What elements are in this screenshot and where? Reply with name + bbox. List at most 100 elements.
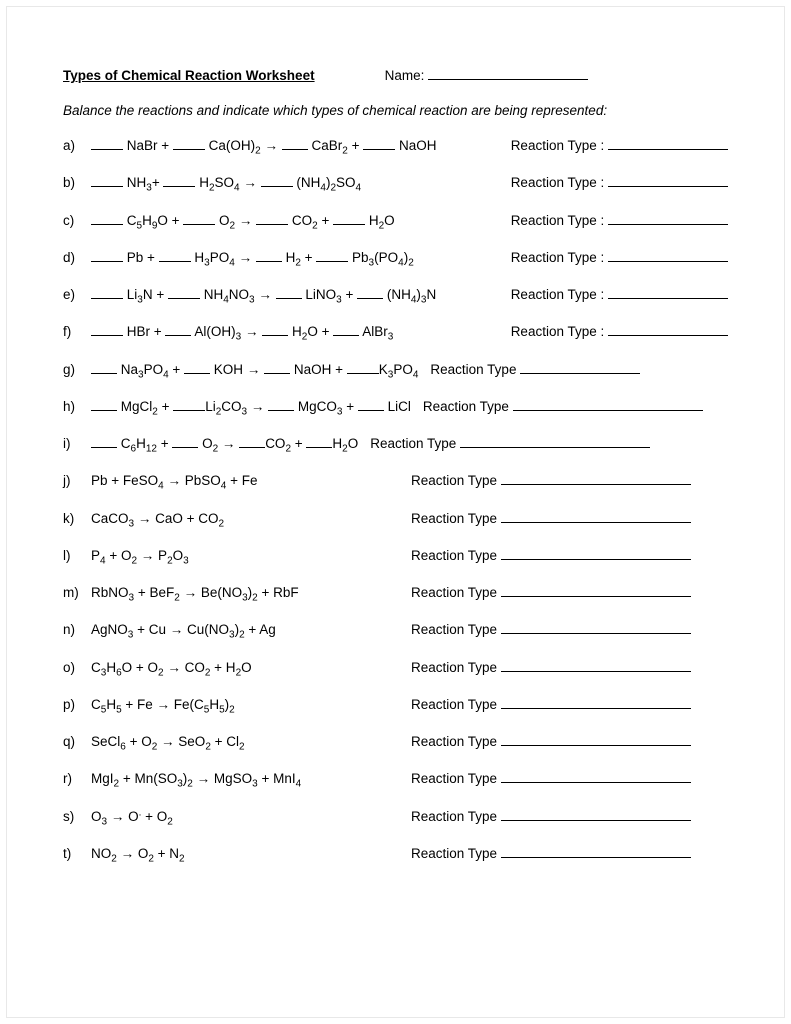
question-row: e) Li3N + NH4NO3 → LiNO3 + (NH4)3NReacti… bbox=[63, 285, 728, 305]
reaction-arrow-icon: → bbox=[239, 250, 253, 265]
coefficient-blank[interactable] bbox=[91, 175, 123, 187]
reaction-arrow-icon: → bbox=[264, 138, 278, 153]
reaction-type-label: Reaction Type bbox=[411, 622, 501, 637]
reaction-type-label: Reaction Type bbox=[423, 399, 513, 414]
coefficient-blank[interactable] bbox=[168, 287, 200, 299]
coefficient-blank[interactable] bbox=[306, 436, 332, 448]
question-letter: l) bbox=[63, 546, 91, 566]
coefficient-blank[interactable] bbox=[363, 138, 395, 150]
reaction-type-blank[interactable] bbox=[608, 324, 728, 336]
reaction-type-blank[interactable] bbox=[501, 622, 691, 634]
reaction-arrow-icon: → bbox=[258, 287, 272, 302]
question-row: b) NH3+ H2SO4 → (NH4)2SO4Reaction Type : bbox=[63, 173, 728, 193]
coefficient-blank[interactable] bbox=[264, 362, 290, 374]
coefficient-blank[interactable] bbox=[91, 399, 117, 411]
reaction-arrow-icon: → bbox=[161, 734, 175, 749]
reaction-type-blank[interactable] bbox=[501, 585, 691, 597]
reaction-type-blank[interactable] bbox=[513, 399, 703, 411]
question-row: g) Na3PO4 + KOH → NaOH + K3PO4Reaction T… bbox=[63, 360, 728, 380]
reaction-type-blank[interactable] bbox=[520, 362, 640, 374]
reaction-type-blank[interactable] bbox=[608, 138, 728, 150]
question-letter: a) bbox=[63, 136, 91, 156]
reaction-type-label: Reaction Type : bbox=[511, 324, 608, 339]
coefficient-blank[interactable] bbox=[282, 138, 308, 150]
coefficient-blank[interactable] bbox=[333, 213, 365, 225]
coefficient-blank[interactable] bbox=[91, 250, 123, 262]
coefficient-blank[interactable] bbox=[91, 362, 117, 374]
reaction-arrow-icon: → bbox=[184, 585, 198, 600]
reaction-type-blank[interactable] bbox=[501, 771, 691, 783]
coefficient-blank[interactable] bbox=[347, 362, 379, 374]
equation: MgI2 + Mn(SO3)2 → MgSO3 + MnI4 bbox=[91, 769, 411, 789]
reaction-type-blank[interactable] bbox=[501, 473, 691, 485]
reaction-type-blank[interactable] bbox=[501, 511, 691, 523]
coefficient-blank[interactable] bbox=[173, 138, 205, 150]
question-row: q) SeCl6 + O2 → SeO2 + Cl2Reaction Type bbox=[63, 732, 728, 752]
coefficient-blank[interactable] bbox=[172, 436, 198, 448]
question-row: l) P4 + O2 → P2O3Reaction Type bbox=[63, 546, 728, 566]
question-row: a) NaBr + Ca(OH)2 → CaBr2 + NaOHReaction… bbox=[63, 136, 728, 156]
coefficient-blank[interactable] bbox=[276, 287, 302, 299]
question-row: r) MgI2 + Mn(SO3)2 → MgSO3 + MnI4Reactio… bbox=[63, 769, 728, 789]
coefficient-blank[interactable] bbox=[183, 213, 215, 225]
coefficient-blank[interactable] bbox=[184, 362, 210, 374]
coefficient-blank[interactable] bbox=[268, 399, 294, 411]
reaction-type-label: Reaction Type bbox=[411, 809, 501, 824]
coefficient-blank[interactable] bbox=[256, 213, 288, 225]
coefficient-blank[interactable] bbox=[358, 399, 384, 411]
question-row: k) CaCO3 → CaO + CO2Reaction Type bbox=[63, 509, 728, 529]
coefficient-blank[interactable] bbox=[333, 324, 359, 336]
coefficient-blank[interactable] bbox=[91, 287, 123, 299]
reaction-type-blank[interactable] bbox=[501, 846, 691, 858]
reaction-type-blank[interactable] bbox=[608, 287, 728, 299]
reaction-type-blank[interactable] bbox=[608, 213, 728, 225]
reaction-type-blank[interactable] bbox=[608, 175, 728, 187]
reaction-type-cell: Reaction Type : bbox=[511, 285, 728, 305]
reaction-type-blank[interactable] bbox=[501, 734, 691, 746]
coefficient-blank[interactable] bbox=[165, 324, 191, 336]
reaction-type-blank[interactable] bbox=[501, 809, 691, 821]
coefficient-blank[interactable] bbox=[159, 250, 191, 262]
coefficient-blank[interactable] bbox=[91, 138, 123, 150]
coefficient-blank[interactable] bbox=[256, 250, 282, 262]
reaction-type-blank[interactable] bbox=[460, 436, 650, 448]
name-blank[interactable] bbox=[428, 67, 588, 80]
reaction-arrow-icon: → bbox=[167, 660, 181, 675]
reaction-type-cell: Reaction Type bbox=[411, 471, 691, 491]
reaction-type-cell: Reaction Type bbox=[411, 807, 691, 827]
coefficient-blank[interactable] bbox=[173, 399, 205, 411]
reaction-type-cell: Reaction Type : bbox=[511, 322, 728, 342]
coefficient-blank[interactable] bbox=[261, 175, 293, 187]
reaction-type-blank[interactable] bbox=[608, 250, 728, 262]
coefficient-blank[interactable] bbox=[163, 175, 195, 187]
reaction-type-label: Reaction Type bbox=[411, 660, 501, 675]
reaction-type-cell: Reaction Type bbox=[411, 844, 691, 864]
coefficient-blank[interactable] bbox=[357, 287, 383, 299]
coefficient-blank[interactable] bbox=[91, 436, 117, 448]
reaction-type-cell: Reaction Type bbox=[411, 769, 691, 789]
reaction-type-blank[interactable] bbox=[501, 660, 691, 672]
reaction-type-blank[interactable] bbox=[501, 548, 691, 560]
coefficient-blank[interactable] bbox=[91, 213, 123, 225]
equation: HBr + Al(OH)3 → H2O + AlBr3 bbox=[91, 322, 393, 342]
reaction-arrow-icon: → bbox=[197, 771, 211, 786]
equation: RbNO3 + BeF2 → Be(NO3)2 + RbF bbox=[91, 583, 411, 603]
reaction-type-cell: Reaction Type bbox=[370, 434, 650, 454]
coefficient-blank[interactable] bbox=[91, 324, 123, 336]
items-container: a) NaBr + Ca(OH)2 → CaBr2 + NaOHReaction… bbox=[63, 136, 728, 864]
question-letter: k) bbox=[63, 509, 91, 529]
reaction-arrow-icon: → bbox=[251, 399, 265, 414]
coefficient-blank[interactable] bbox=[316, 250, 348, 262]
equation: Li3N + NH4NO3 → LiNO3 + (NH4)3N bbox=[91, 285, 436, 305]
question-letter: j) bbox=[63, 471, 91, 491]
name-label: Name: bbox=[385, 68, 425, 83]
coefficient-blank[interactable] bbox=[239, 436, 265, 448]
coefficient-blank[interactable] bbox=[262, 324, 288, 336]
equation: Pb + FeSO4 → PbSO4 + Fe bbox=[91, 471, 411, 491]
reaction-arrow-icon: → bbox=[239, 213, 253, 228]
reaction-arrow-icon: → bbox=[138, 511, 152, 526]
reaction-type-blank[interactable] bbox=[501, 697, 691, 709]
reaction-arrow-icon: → bbox=[222, 436, 236, 451]
reaction-type-label: Reaction Type : bbox=[511, 213, 608, 228]
reaction-type-label: Reaction Type bbox=[411, 846, 501, 861]
